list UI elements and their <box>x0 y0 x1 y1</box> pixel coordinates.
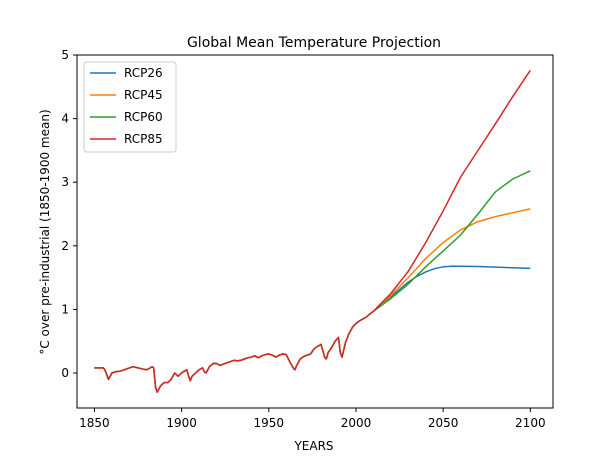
x-axis-label: YEARS <box>293 439 333 453</box>
legend-label-rcp45: RCP45 <box>124 88 163 102</box>
x-tick-label: 2000 <box>341 416 372 430</box>
legend-box <box>83 61 177 153</box>
y-axis-label: °C over pre-industrial (1850-1900 mean) <box>38 109 52 354</box>
x-tick-label: 1850 <box>79 416 110 430</box>
y-tick-label: 3 <box>61 175 69 189</box>
y-tick-label: 5 <box>61 48 69 62</box>
series-line-rcp85 <box>372 69 531 312</box>
y-tick-label: 2 <box>61 239 69 253</box>
legend: RCP26 RCP45 RCP60 RCP85 <box>83 61 177 153</box>
series-line-rcp45 <box>372 208 531 312</box>
series-line-rcp26 <box>372 265 531 312</box>
legend-label-rcp85: RCP85 <box>124 132 163 146</box>
x-tick-label: 2100 <box>515 416 546 430</box>
series-line-rcp60 <box>372 170 531 312</box>
x-tick-label: 2050 <box>428 416 459 430</box>
legend-label-rcp26: RCP26 <box>124 66 163 80</box>
legend-label-rcp60: RCP60 <box>124 110 163 124</box>
plot-area: 1850 1900 1950 2000 2050 2100 0 1 2 3 4 5 <box>61 48 554 430</box>
y-tick-label: 4 <box>61 112 69 126</box>
y-tick-label: 1 <box>61 302 69 316</box>
axes-frame <box>76 54 554 409</box>
y-tick-label: 0 <box>61 366 69 380</box>
historical-line-rcp85 <box>94 310 374 393</box>
chart-title: Global Mean Temperature Projection <box>187 35 441 51</box>
x-tick-label: 1900 <box>166 416 197 430</box>
x-tick-label: 1950 <box>254 416 285 430</box>
